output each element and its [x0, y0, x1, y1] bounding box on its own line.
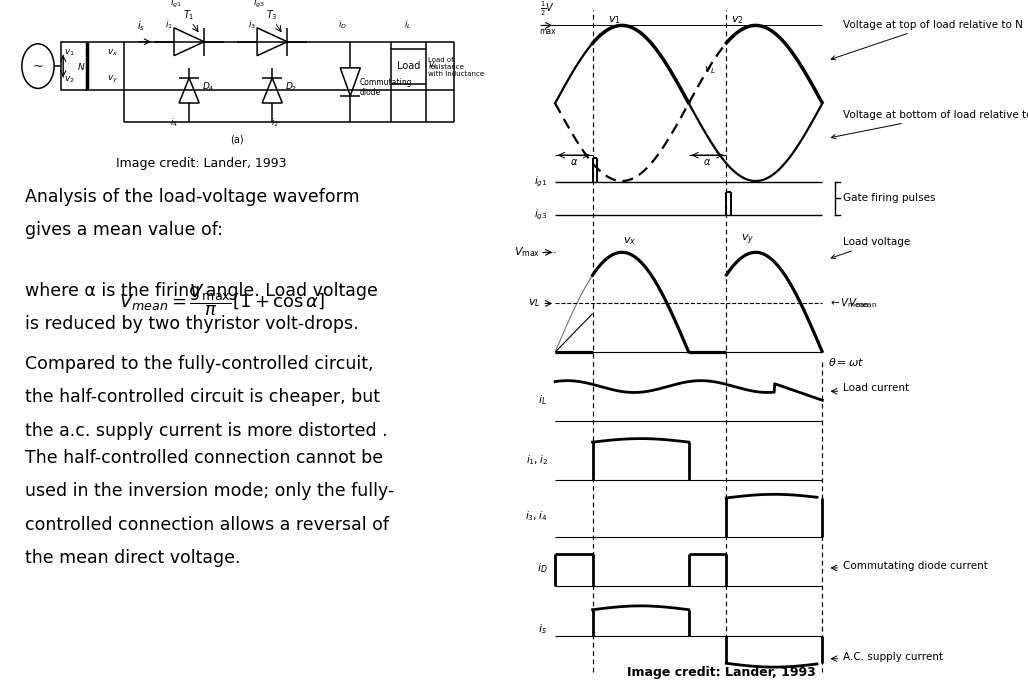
Text: $i_2$: $i_2$	[270, 117, 279, 129]
Text: $v_L$: $v_L$	[704, 65, 717, 76]
Text: $i_1, i_2$: $i_1, i_2$	[525, 452, 547, 466]
Text: $v_2$: $v_2$	[65, 74, 75, 85]
Text: $N$: $N$	[77, 61, 85, 72]
Text: max: max	[539, 27, 556, 36]
Text: $V_{mean} = \dfrac{V_{\mathrm{max}}}{\pi}\left[1 + \cos\alpha\right]$: $V_{mean} = \dfrac{V_{\mathrm{max}}}{\pi…	[118, 283, 325, 318]
Text: $v_y$: $v_y$	[107, 74, 118, 85]
Text: $\alpha$: $\alpha$	[703, 157, 711, 167]
Text: Load: Load	[397, 61, 419, 71]
Text: $i_{g3}$: $i_{g3}$	[534, 207, 547, 222]
Text: Image credit: Lander, 1993: Image credit: Lander, 1993	[116, 157, 287, 170]
Text: used in the inversion mode; only the fully-: used in the inversion mode; only the ful…	[26, 482, 395, 500]
Text: $\leftarrow V_{\mathrm{mean}}$: $\leftarrow V_{\mathrm{mean}}$	[828, 296, 870, 310]
Text: The half-controlled connection cannot be: The half-controlled connection cannot be	[26, 449, 383, 467]
Text: $i_L$: $i_L$	[404, 19, 412, 31]
Text: gives a mean value of:: gives a mean value of:	[26, 221, 223, 239]
Text: is reduced by two thyristor volt-drops.: is reduced by two thyristor volt-drops.	[26, 315, 359, 333]
Text: $v_x$: $v_x$	[107, 47, 118, 58]
Text: $v_1$: $v_1$	[65, 47, 75, 58]
Text: $v_L$: $v_L$	[528, 298, 541, 309]
Text: $v_L$: $v_L$	[429, 61, 439, 72]
Text: Gate firing pulses: Gate firing pulses	[843, 193, 935, 203]
Text: $v_1$: $v_1$	[608, 14, 620, 26]
Text: Commutating
diode: Commutating diode	[360, 78, 412, 97]
Text: $i_{g1}$: $i_{g1}$	[170, 0, 182, 10]
Text: $v_y$: $v_y$	[741, 232, 755, 246]
Text: A.C. supply current: A.C. supply current	[843, 652, 943, 662]
Text: ~: ~	[33, 60, 43, 72]
Text: the half-controlled circuit is cheaper, but: the half-controlled circuit is cheaper, …	[26, 388, 380, 406]
Text: $i_s$: $i_s$	[539, 622, 547, 635]
Text: $D_4$: $D_4$	[201, 81, 214, 93]
Text: $i_{g3}$: $i_{g3}$	[253, 0, 264, 10]
Text: the mean direct voltage.: the mean direct voltage.	[26, 549, 241, 567]
Text: the a.c. supply current is more distorted .: the a.c. supply current is more distorte…	[26, 422, 388, 440]
Text: $\theta = \omega t$: $\theta = \omega t$	[828, 356, 864, 367]
Text: $v_2$: $v_2$	[731, 14, 743, 26]
Text: $i_4$: $i_4$	[170, 117, 178, 129]
Text: $i_{g1}$: $i_{g1}$	[534, 175, 547, 189]
Text: Commutating diode current: Commutating diode current	[843, 561, 988, 571]
Text: controlled connection allows a reversal of: controlled connection allows a reversal …	[26, 516, 390, 534]
Text: $i_D$: $i_D$	[338, 19, 347, 31]
Text: $V_{\mathrm{max}}$: $V_{\mathrm{max}}$	[514, 246, 541, 259]
Text: $T_3$: $T_3$	[266, 8, 279, 22]
Text: $i_s$: $i_s$	[137, 19, 145, 33]
Text: Voltage at bottom of load relative to N: Voltage at bottom of load relative to N	[832, 110, 1028, 139]
Text: Load current: Load current	[843, 383, 909, 393]
Text: Image credit: Lander, 1993: Image credit: Lander, 1993	[627, 665, 816, 679]
Text: Load voltage: Load voltage	[832, 237, 910, 259]
Text: $D_2$: $D_2$	[285, 81, 297, 93]
Text: (a): (a)	[230, 134, 244, 144]
Text: $i_3$: $i_3$	[248, 19, 256, 31]
Text: $i_1$: $i_1$	[164, 19, 173, 31]
Bar	[391, 49, 426, 84]
Text: $\alpha$: $\alpha$	[570, 157, 578, 167]
Text: $i_L$: $i_L$	[539, 393, 547, 407]
Text: $V_{\mathrm{mean}}$: $V_{\mathrm{mean}}$	[848, 296, 877, 310]
Text: $v_x$: $v_x$	[623, 235, 636, 246]
Text: $T_1$: $T_1$	[183, 8, 195, 22]
Text: $i_D$: $i_D$	[537, 561, 547, 575]
Text: Analysis of the load-voltage waveform: Analysis of the load-voltage waveform	[26, 188, 360, 206]
Text: Voltage at top of load relative to N: Voltage at top of load relative to N	[832, 20, 1023, 60]
Text: Compared to the fully-controlled circuit,: Compared to the fully-controlled circuit…	[26, 355, 374, 373]
Text: $\frac{1}{2}V$: $\frac{1}{2}V$	[540, 0, 555, 18]
Text: Load of
resistance
with inductance: Load of resistance with inductance	[429, 56, 484, 77]
Text: $i_3, i_4$: $i_3, i_4$	[525, 509, 547, 523]
Bar	[61, 42, 123, 90]
Text: where α is the firing angle. Load voltage: where α is the firing angle. Load voltag…	[26, 282, 378, 300]
